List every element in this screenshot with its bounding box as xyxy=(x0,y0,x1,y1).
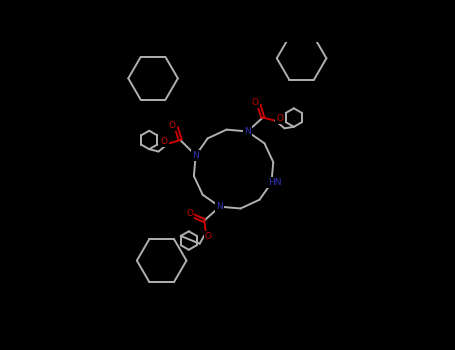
Text: O: O xyxy=(276,114,283,123)
Text: HN: HN xyxy=(268,178,281,187)
Text: O: O xyxy=(205,232,212,241)
Text: O: O xyxy=(186,209,193,218)
Text: O: O xyxy=(161,137,167,146)
Text: O: O xyxy=(169,121,176,130)
Text: N: N xyxy=(217,202,223,211)
Text: N: N xyxy=(244,127,251,136)
Text: O: O xyxy=(252,98,258,107)
Text: N: N xyxy=(192,151,199,160)
